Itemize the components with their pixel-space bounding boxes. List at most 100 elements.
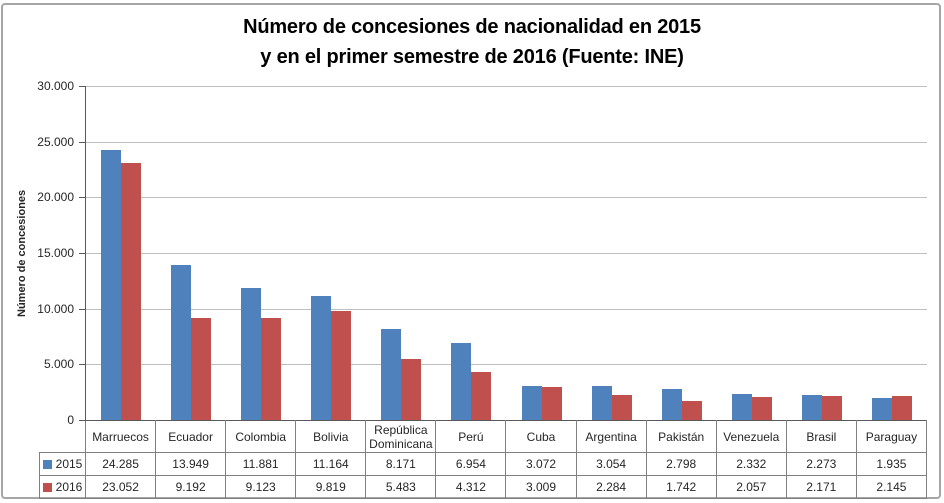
gridline-20000	[86, 197, 927, 198]
y-tick-mark	[79, 197, 85, 198]
bar-2015-colombia	[241, 287, 262, 420]
value-cell-2015-venezuela: 2.332	[715, 452, 787, 476]
bar-2016-republica-dominicana	[401, 358, 422, 420]
data-table: Marruecos Ecuador Colombia Bolivia República…	[39, 420, 928, 499]
y-tick-label-20000: 20.000	[37, 190, 74, 204]
y-tick-label-5000: 5.000	[43, 357, 74, 371]
legend-swatch-2016	[42, 482, 52, 492]
category-header-venezuela: Venezuela	[715, 420, 787, 453]
category-header-argentina: Argentina	[575, 420, 647, 453]
bar-2016-colombia	[261, 318, 282, 420]
value-cell-2015-paraguay: 1.935	[855, 452, 928, 476]
value-cell-2016-brasil: 2.171	[785, 475, 857, 499]
category-header-marruecos: Marruecos	[84, 420, 157, 453]
category-header-cuba: Cuba	[505, 420, 577, 453]
bar-2015-brasil	[801, 394, 822, 420]
bar-2016-paraguay	[891, 396, 912, 420]
value-cell-2015-peru: 6.954	[435, 452, 507, 476]
value-cell-2015-bolivia: 11.164	[295, 452, 367, 476]
bar-group-marruecos	[86, 86, 156, 420]
bar-2016-venezuela	[751, 397, 772, 420]
bar-2015-paraguay	[871, 398, 892, 420]
value-cell-2016-venezuela: 2.057	[715, 475, 787, 499]
table-corner-spacer	[40, 421, 86, 453]
bar-group-republica-dominicana	[366, 86, 436, 420]
bar-2016-pakistan	[681, 400, 702, 420]
bar-groups	[86, 86, 927, 420]
table-row-2016: 2016 23.052 9.192 9.123 9.819 5.483 4.312 3.009…	[39, 475, 928, 499]
gridline-10000	[86, 309, 927, 310]
chart-title-line2: y en el primer semestre de 2016 (Fuente:…	[260, 46, 684, 68]
bar-2016-marruecos	[121, 163, 142, 420]
bar-2015-marruecos	[101, 149, 122, 420]
bar-2015-venezuela	[731, 394, 752, 420]
category-header-peru: Perú	[435, 420, 507, 453]
gridline-5000	[86, 364, 927, 365]
bar-group-cuba	[506, 86, 576, 420]
value-cell-2016-colombia: 9.123	[225, 475, 297, 499]
y-tick-mark	[79, 309, 85, 310]
category-header-ecuador: Ecuador	[155, 420, 227, 453]
category-header-brasil: Brasil	[785, 420, 857, 453]
y-tick-label-0: 0	[67, 413, 74, 427]
bar-2016-argentina	[611, 394, 632, 420]
y-tick-mark	[79, 86, 85, 87]
value-cell-2015-pakistan: 2.798	[645, 452, 717, 476]
bar-group-venezuela	[717, 86, 787, 420]
gridline-15000	[86, 253, 927, 254]
bar-2015-republica-dominicana	[381, 329, 402, 420]
category-header-republica-dominicana: República Dominicana	[365, 420, 437, 453]
chart-title-line1: Número de concesiones de nacionalidad en…	[243, 16, 701, 38]
gridline-25000	[86, 142, 927, 143]
legend-label-2016: 2016	[55, 480, 83, 494]
bar-group-ecuador	[156, 86, 226, 420]
y-tick-label-15000: 15.000	[37, 246, 74, 260]
value-cell-2015-argentina: 3.054	[575, 452, 647, 476]
value-cell-2016-republica-dominicana: 5.483	[365, 475, 437, 499]
bar-2015-pakistan	[661, 388, 682, 420]
bar-group-brasil	[787, 86, 857, 420]
value-cell-2015-ecuador: 13.949	[155, 452, 227, 476]
value-cell-2016-cuba: 3.009	[505, 475, 577, 499]
value-cell-2016-bolivia: 9.819	[295, 475, 367, 499]
value-cell-2016-ecuador: 9.192	[155, 475, 227, 499]
value-cell-2015-cuba: 3.072	[505, 452, 577, 476]
bar-2016-peru	[471, 372, 492, 420]
bar-2015-argentina	[591, 386, 612, 420]
value-cell-2016-pakistan: 1.742	[645, 475, 717, 499]
category-header-colombia: Colombia	[225, 420, 297, 453]
y-tick-mark	[79, 142, 85, 143]
bar-2015-peru	[451, 342, 472, 420]
chart-title: Número de concesiones de nacionalidad en…	[0, 12, 944, 72]
value-cell-2015-brasil: 2.273	[785, 452, 857, 476]
bar-2015-cuba	[521, 385, 542, 420]
y-tick-mark	[79, 253, 85, 254]
y-tick-label-30000: 30.000	[37, 79, 74, 93]
bar-2016-bolivia	[331, 310, 352, 420]
bar-group-bolivia	[296, 86, 366, 420]
bar-2016-cuba	[541, 386, 562, 420]
bar-2016-ecuador	[191, 317, 212, 420]
y-tick-label-10000: 10.000	[37, 302, 74, 316]
legend-label-2015: 2015	[55, 457, 83, 471]
category-header-paraguay: Paraguay	[855, 420, 928, 453]
y-tick-mark	[79, 364, 85, 365]
table-row-2015: 2015 24.285 13.949 11.881 11.164 8.171 6.954 3.…	[39, 452, 928, 476]
bar-2015-ecuador	[171, 264, 192, 420]
bar-group-pakistan	[647, 86, 717, 420]
y-tick-label-25000: 25.000	[37, 135, 74, 149]
plot-area	[85, 86, 927, 420]
legend-cell-2016: 2016	[39, 475, 86, 499]
legend-cell-2015: 2015	[39, 452, 86, 476]
legend-swatch-2015	[42, 459, 52, 469]
value-cell-2015-colombia: 11.881	[225, 452, 297, 476]
value-cell-2015-marruecos: 24.285	[84, 452, 157, 476]
category-header-pakistan: Pakistán	[645, 420, 717, 453]
bar-group-colombia	[226, 86, 296, 420]
value-cell-2016-marruecos: 23.052	[84, 475, 157, 499]
bar-group-peru	[436, 86, 506, 420]
bar-2015-bolivia	[311, 295, 332, 420]
gridline-30000	[86, 86, 927, 87]
bar-2016-brasil	[821, 395, 842, 420]
bar-group-paraguay	[857, 86, 927, 420]
